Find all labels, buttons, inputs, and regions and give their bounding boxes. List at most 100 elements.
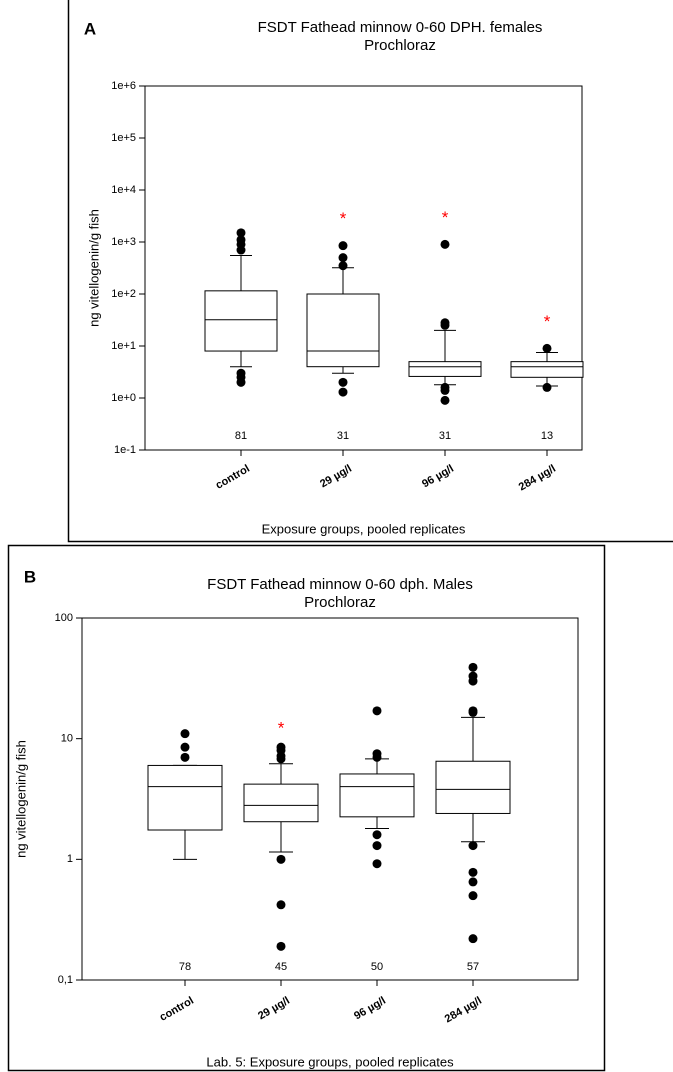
- chart-subtitle: Prochloraz: [304, 594, 376, 611]
- x-tick-label: control: [214, 463, 252, 492]
- significance-mark: *: [544, 312, 551, 331]
- outlier: [338, 261, 348, 271]
- outlier: [236, 228, 246, 238]
- outlier: [468, 877, 478, 887]
- x-axis-title: Exposure groups, pooled replicates: [262, 521, 466, 536]
- n-label: 31: [439, 430, 451, 442]
- x-tick-label: 284 µg/l: [443, 995, 484, 1026]
- outlier: [276, 900, 286, 910]
- y-tick-label: 1e+2: [111, 288, 136, 300]
- box: [510, 361, 584, 378]
- y-tick-label: 1e+3: [111, 236, 136, 248]
- whisker-high: [332, 267, 354, 294]
- outlier: [236, 235, 246, 245]
- outlier: [372, 841, 382, 851]
- y-tick-label: 10: [61, 733, 73, 745]
- n-label: 78: [179, 961, 191, 973]
- outlier: [180, 742, 190, 752]
- plot-area: [81, 617, 579, 981]
- whisker-low: [230, 351, 252, 368]
- panel-label: B: [24, 567, 36, 586]
- box: [306, 293, 380, 368]
- x-tick-label: 284 µg/l: [517, 463, 558, 494]
- whisker-low: [461, 813, 485, 843]
- n-label: 50: [371, 961, 383, 973]
- outlier: [542, 343, 552, 353]
- y-tick-label: 1e+4: [111, 184, 136, 196]
- whisker-low: [269, 821, 293, 853]
- significance-mark: *: [340, 209, 347, 228]
- x-tick-label: 29 µg/l: [318, 463, 354, 491]
- outlier: [440, 239, 450, 249]
- y-tick-label: 1e-1: [114, 444, 136, 456]
- panel-label: A: [84, 19, 96, 38]
- box: [339, 773, 415, 818]
- outlier: [338, 253, 348, 263]
- x-axis-title: Lab. 5: Exposure groups, pooled replicat…: [206, 1054, 454, 1069]
- y-tick-label: 1e+5: [111, 132, 136, 144]
- whisker-high: [536, 351, 558, 362]
- y-tick-label: 1e+0: [111, 392, 136, 404]
- box: [243, 783, 319, 823]
- x-tick-label: control: [158, 995, 196, 1024]
- outlier: [542, 382, 552, 392]
- y-tick-label: 0,1: [58, 974, 73, 986]
- outlier: [372, 859, 382, 869]
- whisker-high: [461, 716, 485, 762]
- whisker-high: [434, 329, 456, 362]
- outlier: [338, 241, 348, 251]
- chart-subtitle: Prochloraz: [364, 37, 436, 54]
- outlier: [468, 662, 478, 672]
- n-label: 13: [541, 430, 553, 442]
- outlier: [440, 385, 450, 395]
- panel-frame: [67, 0, 673, 543]
- chart-title: FSDT Fathead minnow 0-60 DPH. females: [258, 19, 543, 36]
- y-tick-label: 1e+6: [111, 80, 136, 92]
- whisker-high: [269, 763, 293, 785]
- outlier: [468, 671, 478, 681]
- n-label: 81: [235, 430, 247, 442]
- box: [147, 764, 223, 831]
- outlier: [236, 377, 246, 387]
- y-tick-label: 100: [55, 612, 73, 624]
- box: [408, 361, 482, 377]
- y-axis-title: ng vitellogenin/g fish: [86, 209, 101, 327]
- whisker-low: [173, 830, 197, 860]
- panel-frame: [7, 544, 606, 1072]
- outlier: [440, 318, 450, 328]
- chart-title: FSDT Fathead minnow 0-60 dph. Males: [207, 576, 473, 593]
- outlier: [372, 830, 382, 840]
- outlier: [180, 752, 190, 762]
- whisker-high: [230, 255, 252, 291]
- x-tick-label: 96 µg/l: [352, 995, 388, 1023]
- outlier: [468, 867, 478, 877]
- whisker-low: [332, 366, 354, 374]
- outlier: [468, 934, 478, 944]
- n-label: 31: [337, 430, 349, 442]
- outlier: [276, 742, 286, 752]
- outlier: [468, 841, 478, 851]
- outlier: [276, 941, 286, 951]
- box: [435, 760, 511, 814]
- significance-mark: *: [278, 719, 285, 738]
- whisker-low: [365, 816, 389, 830]
- n-label: 57: [467, 961, 479, 973]
- outlier: [468, 891, 478, 901]
- plot-area: [144, 85, 583, 451]
- outlier: [180, 729, 190, 739]
- y-axis-title: ng vitellogenin/g fish: [13, 740, 28, 858]
- n-label: 45: [275, 961, 287, 973]
- outlier: [372, 706, 382, 716]
- outlier: [440, 395, 450, 405]
- y-tick-label: 1: [67, 853, 73, 865]
- y-tick-label: 1e+1: [111, 340, 136, 352]
- outlier: [372, 749, 382, 759]
- outlier: [276, 854, 286, 864]
- outlier: [468, 706, 478, 716]
- box: [204, 290, 278, 352]
- x-tick-label: 29 µg/l: [256, 995, 292, 1023]
- outlier: [338, 387, 348, 397]
- outlier: [338, 377, 348, 387]
- x-tick-label: 96 µg/l: [420, 463, 456, 491]
